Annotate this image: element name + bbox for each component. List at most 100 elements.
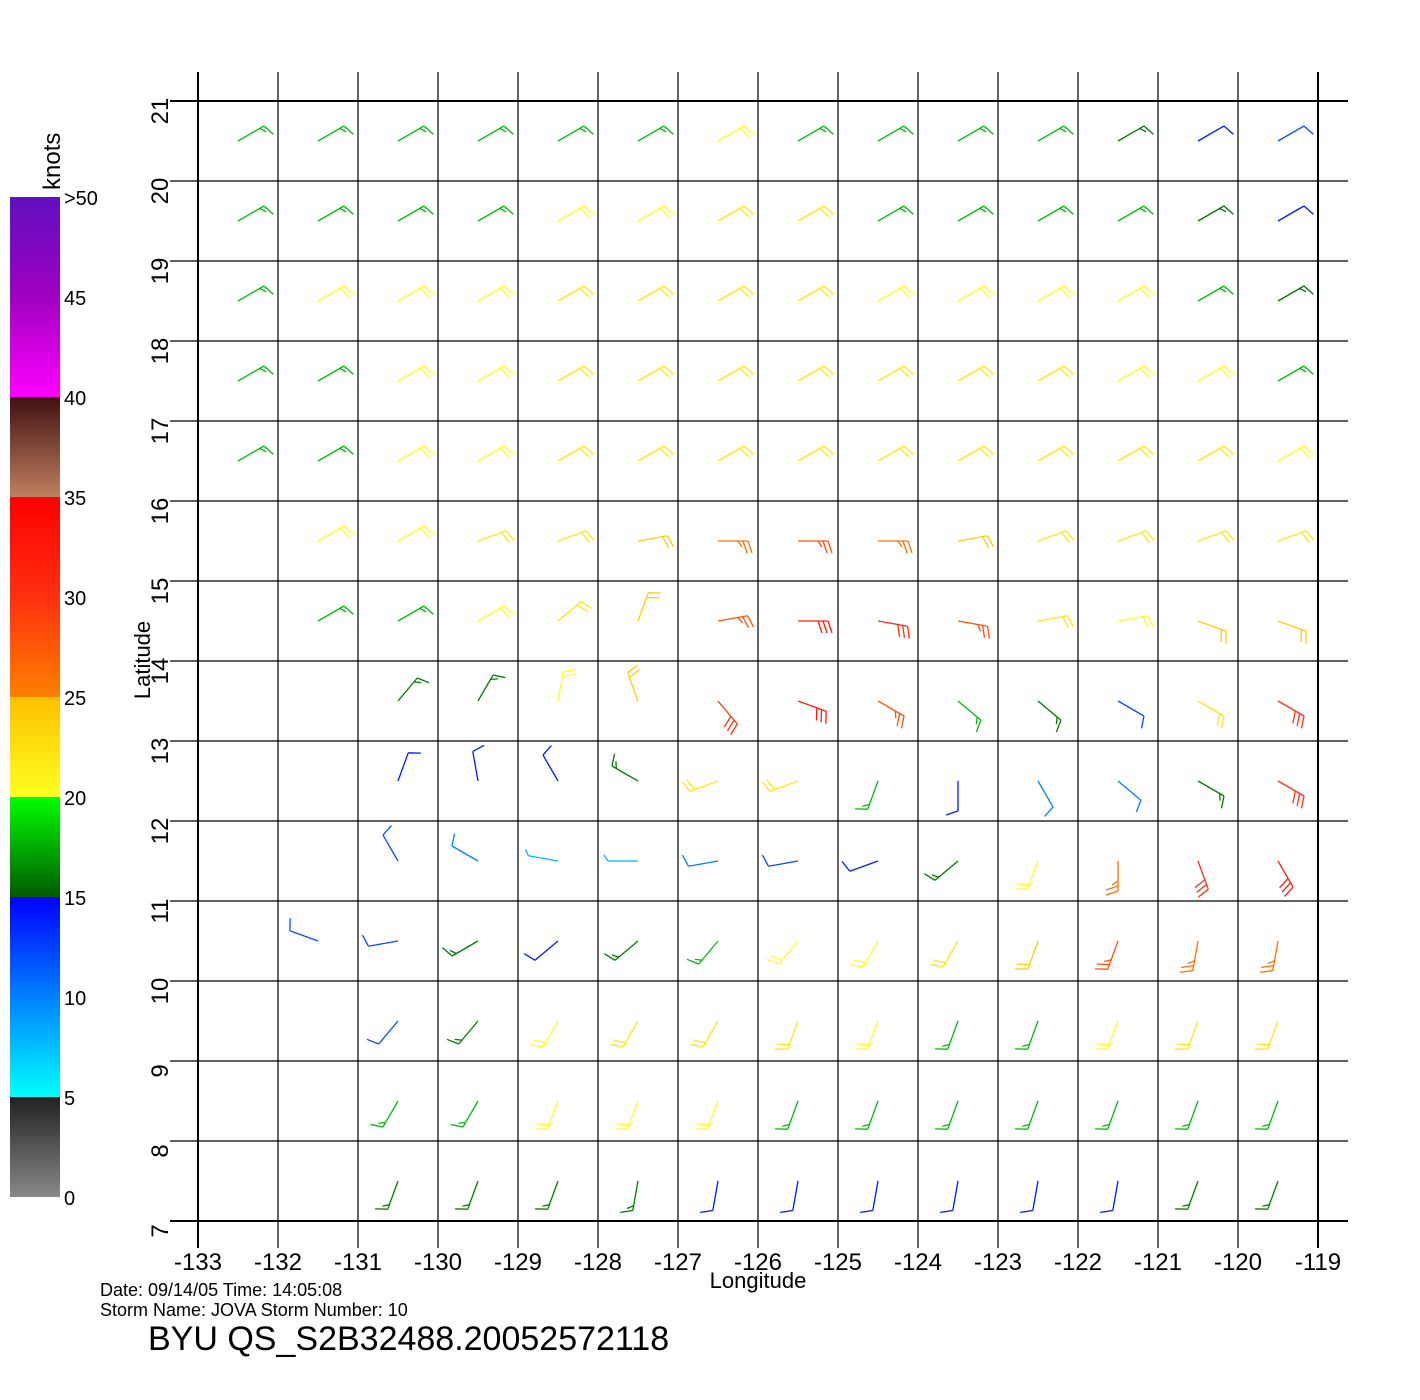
wind-barb [1197, 780, 1225, 809]
wind-barb [878, 540, 913, 554]
wind-barb [681, 779, 719, 792]
wind-barb [557, 205, 594, 222]
wind-barb [317, 285, 354, 302]
colorbar-tick-label: 20 [64, 788, 86, 810]
wind-barb [1277, 125, 1314, 142]
wind-barb [717, 445, 754, 462]
wind-barb [1255, 1020, 1279, 1050]
wind-barb [535, 1100, 559, 1130]
wind-barb [557, 668, 576, 702]
x-tick-label: -121 [1134, 1249, 1182, 1276]
wind-barb [1117, 780, 1142, 813]
wind-barb [717, 125, 754, 142]
wind-barb [289, 918, 319, 942]
wind-barb [557, 601, 593, 622]
wind-barb [1277, 445, 1314, 462]
wind-barb [957, 535, 995, 549]
wind-barb [637, 365, 674, 382]
wind-barb [855, 1020, 879, 1050]
x-tick-label: -123 [974, 1249, 1022, 1276]
colorbar [10, 197, 60, 1197]
wind-barb [850, 940, 879, 968]
wind-barb [1037, 780, 1054, 817]
colorbar-tick-label: 30 [64, 588, 86, 610]
wind-barb [1117, 445, 1154, 462]
wind-barb [1197, 365, 1234, 382]
wind-barb [603, 940, 639, 961]
colorbar-tick-label: 40 [64, 388, 86, 410]
wind-barb [1255, 1100, 1279, 1130]
wind-barb [1037, 615, 1075, 629]
wind-barb [397, 445, 434, 462]
wind-barb [945, 781, 959, 816]
colorbar-tick-label: >50 [64, 188, 98, 210]
wind-barb [1197, 125, 1234, 142]
wind-barb [1037, 700, 1062, 733]
wind-barb [637, 445, 674, 462]
wind-barb [1095, 940, 1119, 970]
wind-barb [877, 205, 914, 222]
y-tick-label: 11 [147, 899, 174, 924]
wind-barb [957, 445, 994, 462]
y-tick-label: 8 [147, 1144, 174, 1157]
wind-barb [855, 1100, 879, 1130]
colorbar-tick-label: 15 [64, 888, 86, 910]
wind-barb [317, 605, 354, 622]
wind-barb [557, 365, 594, 382]
wind-barb [797, 285, 834, 302]
wind-barb [877, 445, 914, 462]
x-tick-label: -128 [574, 1249, 622, 1276]
x-tick-label: -127 [654, 1249, 702, 1276]
wind-barb [1175, 1180, 1199, 1210]
wind-barb [1197, 205, 1234, 222]
wind-barb [957, 620, 991, 639]
wind-barb [237, 205, 274, 222]
wind-barb [681, 854, 719, 867]
wind-barb [930, 940, 959, 968]
y-tick-label: 15 [147, 578, 174, 605]
wind-barb [766, 940, 799, 965]
wind-barb [317, 365, 354, 382]
wind-barb [637, 592, 661, 622]
x-tick-label: -129 [494, 1249, 542, 1276]
wind-barb [717, 365, 754, 382]
wind-barb [877, 620, 911, 639]
wind-barb [1175, 1100, 1199, 1130]
wind-barb [382, 825, 399, 862]
wind-barb [477, 205, 514, 222]
colorbar-tick-label: 0 [64, 1188, 75, 1210]
x-tick-label: -131 [334, 1249, 382, 1276]
wind-barb [1117, 365, 1154, 382]
wind-barb [317, 205, 354, 222]
date-line: Date: 09/14/05 Time: 14:05:08 [100, 1280, 342, 1300]
wind-barb [780, 1180, 799, 1214]
wind-barb [477, 530, 515, 543]
wind-barb [1197, 700, 1225, 729]
wind-barb [841, 860, 879, 872]
wind-barb [477, 674, 506, 702]
wind-barb [1197, 620, 1227, 644]
wind-barb [477, 285, 514, 302]
wind-barb [375, 1180, 399, 1210]
wind-barb [797, 205, 834, 222]
wind-barb [1095, 1100, 1119, 1130]
wind-barb [1117, 700, 1145, 729]
wind-barb [1255, 1180, 1279, 1210]
y-tick-label: 9 [147, 1064, 174, 1077]
wind-barb [1037, 530, 1075, 543]
wind-barb [637, 205, 674, 222]
wind-barb [627, 664, 640, 702]
wind-barb [523, 940, 559, 961]
colorbar-tick-label: 45 [64, 288, 86, 310]
wind-barb [397, 605, 434, 622]
wind-barb [237, 285, 274, 302]
wind-barb [637, 535, 675, 549]
wind-barb [1015, 1020, 1039, 1050]
wind-barb [761, 854, 799, 867]
wind-barb [557, 445, 594, 462]
wind-barb [237, 125, 274, 142]
y-tick-label: 18 [147, 338, 174, 365]
wind-barb [237, 365, 274, 382]
wind-barb [1277, 700, 1305, 729]
